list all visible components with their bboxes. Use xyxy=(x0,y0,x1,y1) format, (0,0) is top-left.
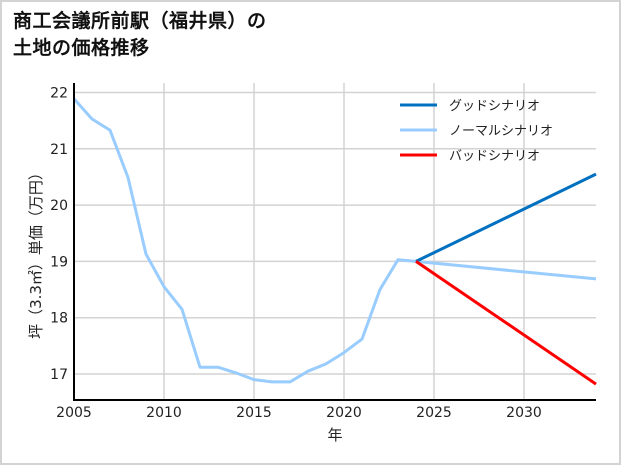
y-tick-label: 21 xyxy=(50,142,68,158)
x-tick-label: 2020 xyxy=(326,405,362,421)
series-line xyxy=(415,172,597,263)
y-tick-label: 20 xyxy=(50,198,68,214)
legend-label: ノーマルシナリオ xyxy=(449,124,553,139)
y-tick-label: 17 xyxy=(50,367,68,383)
y-tick-label: 22 xyxy=(50,86,68,102)
x-tick-label: 2025 xyxy=(416,405,452,421)
series-lines xyxy=(72,97,597,386)
y-tick-label: 18 xyxy=(50,311,68,327)
grid-lines xyxy=(73,83,596,400)
x-tick-label: 2015 xyxy=(236,405,272,421)
series-line xyxy=(72,97,597,384)
legend-label: バッドシナリオ xyxy=(449,149,540,164)
x-tick-label: 2030 xyxy=(506,405,542,421)
x-tick-label: 2010 xyxy=(146,405,182,421)
tick-labels: 2005 2010 2015 2020 2025 2030 17 18 19 20 21 22 xyxy=(50,86,542,422)
x-tick-label: 2005 xyxy=(56,405,92,421)
legend-label: グッドシナリオ xyxy=(449,99,540,114)
chart-title-line-2: 土地の価格推移 xyxy=(13,37,150,59)
x-axis-label: 年 xyxy=(327,426,342,444)
y-axis-label: 坪（3.3㎡）単価（万円） xyxy=(27,165,45,339)
chart-title-line-1: 商工会議所前駅（福井県）の xyxy=(13,10,267,32)
series-line xyxy=(415,260,597,386)
y-tick-label: 19 xyxy=(50,254,68,270)
chart-title: 商工会議所前駅（福井県）の 土地の価格推移 xyxy=(13,8,267,62)
axes xyxy=(73,83,596,401)
